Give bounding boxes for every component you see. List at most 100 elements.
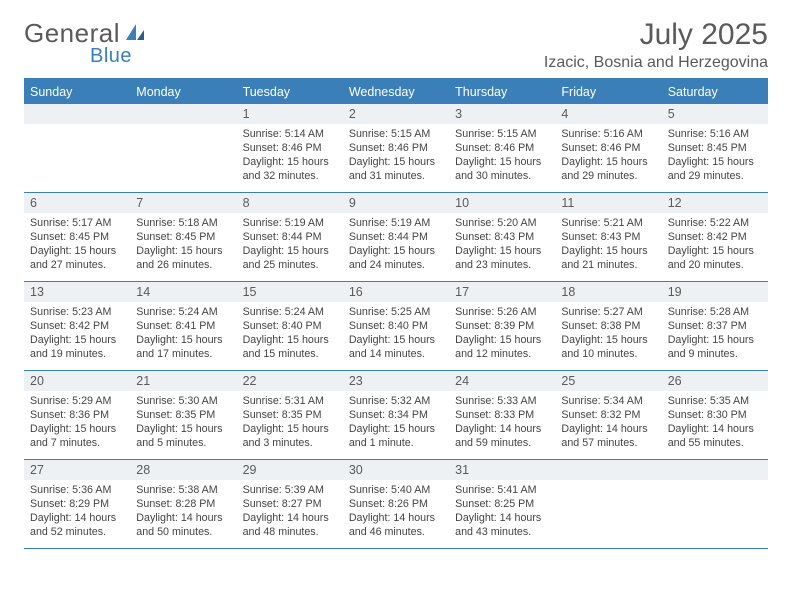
daylight-text: Daylight: 15 hours (561, 333, 655, 347)
daylight-text: and 30 minutes. (455, 169, 549, 183)
sunrise-text: Sunrise: 5:21 AM (561, 216, 655, 230)
sunset-text: Sunset: 8:42 PM (668, 230, 762, 244)
sunrise-text: Sunrise: 5:31 AM (243, 394, 337, 408)
daylight-text: Daylight: 14 hours (561, 422, 655, 436)
day-number: 20 (24, 371, 130, 391)
day-number: 5 (662, 104, 768, 124)
sunset-text: Sunset: 8:46 PM (349, 141, 443, 155)
calendar-cell: 4Sunrise: 5:16 AMSunset: 8:46 PMDaylight… (555, 104, 661, 192)
calendar-cell (662, 460, 768, 548)
day-number: 13 (24, 282, 130, 302)
calendar-body: 1Sunrise: 5:14 AMSunset: 8:46 PMDaylight… (24, 104, 768, 549)
brand-logo: General Blue (24, 18, 190, 49)
daylight-text: Daylight: 15 hours (243, 333, 337, 347)
day-number: 30 (343, 460, 449, 480)
daylight-text: Daylight: 15 hours (349, 422, 443, 436)
day-details: Sunrise: 5:14 AMSunset: 8:46 PMDaylight:… (237, 124, 343, 188)
day-header: Sunday (24, 80, 130, 104)
daylight-text: and 57 minutes. (561, 436, 655, 450)
daylight-text: and 5 minutes. (136, 436, 230, 450)
calendar-cell: 29Sunrise: 5:39 AMSunset: 8:27 PMDayligh… (237, 460, 343, 548)
calendar-cell: 10Sunrise: 5:20 AMSunset: 8:43 PMDayligh… (449, 193, 555, 281)
day-number: 14 (130, 282, 236, 302)
daylight-text: Daylight: 14 hours (30, 511, 124, 525)
calendar-cell: 27Sunrise: 5:36 AMSunset: 8:29 PMDayligh… (24, 460, 130, 548)
daylight-text: and 26 minutes. (136, 258, 230, 272)
calendar-cell: 26Sunrise: 5:35 AMSunset: 8:30 PMDayligh… (662, 371, 768, 459)
sunset-text: Sunset: 8:38 PM (561, 319, 655, 333)
sunset-text: Sunset: 8:40 PM (349, 319, 443, 333)
daylight-text: Daylight: 15 hours (136, 422, 230, 436)
calendar-cell: 21Sunrise: 5:30 AMSunset: 8:35 PMDayligh… (130, 371, 236, 459)
calendar-cell: 8Sunrise: 5:19 AMSunset: 8:44 PMDaylight… (237, 193, 343, 281)
daylight-text: and 9 minutes. (668, 347, 762, 361)
day-details: Sunrise: 5:24 AMSunset: 8:40 PMDaylight:… (237, 302, 343, 366)
sunrise-text: Sunrise: 5:26 AM (455, 305, 549, 319)
day-number: 18 (555, 282, 661, 302)
sunset-text: Sunset: 8:43 PM (455, 230, 549, 244)
sunrise-text: Sunrise: 5:29 AM (30, 394, 124, 408)
daylight-text: and 12 minutes. (455, 347, 549, 361)
daylight-text: and 25 minutes. (243, 258, 337, 272)
sunset-text: Sunset: 8:43 PM (561, 230, 655, 244)
sunrise-text: Sunrise: 5:17 AM (30, 216, 124, 230)
calendar-week: 1Sunrise: 5:14 AMSunset: 8:46 PMDaylight… (24, 104, 768, 193)
sunrise-text: Sunrise: 5:19 AM (243, 216, 337, 230)
daylight-text: Daylight: 15 hours (455, 333, 549, 347)
daylight-text: and 3 minutes. (243, 436, 337, 450)
sunset-text: Sunset: 8:45 PM (136, 230, 230, 244)
sunrise-text: Sunrise: 5:15 AM (349, 127, 443, 141)
sunset-text: Sunset: 8:29 PM (30, 497, 124, 511)
sunrise-text: Sunrise: 5:22 AM (668, 216, 762, 230)
sunrise-text: Sunrise: 5:14 AM (243, 127, 337, 141)
day-number: 31 (449, 460, 555, 480)
sunset-text: Sunset: 8:44 PM (349, 230, 443, 244)
sunset-text: Sunset: 8:36 PM (30, 408, 124, 422)
calendar-cell: 5Sunrise: 5:16 AMSunset: 8:45 PMDaylight… (662, 104, 768, 192)
daylight-text: Daylight: 15 hours (349, 333, 443, 347)
sunset-text: Sunset: 8:25 PM (455, 497, 549, 511)
sunset-text: Sunset: 8:30 PM (668, 408, 762, 422)
day-details: Sunrise: 5:15 AMSunset: 8:46 PMDaylight:… (449, 124, 555, 188)
daylight-text: and 52 minutes. (30, 525, 124, 539)
day-details: Sunrise: 5:32 AMSunset: 8:34 PMDaylight:… (343, 391, 449, 455)
calendar-cell: 13Sunrise: 5:23 AMSunset: 8:42 PMDayligh… (24, 282, 130, 370)
calendar-cell: 3Sunrise: 5:15 AMSunset: 8:46 PMDaylight… (449, 104, 555, 192)
calendar-cell: 11Sunrise: 5:21 AMSunset: 8:43 PMDayligh… (555, 193, 661, 281)
day-details: Sunrise: 5:40 AMSunset: 8:26 PMDaylight:… (343, 480, 449, 544)
day-details: Sunrise: 5:21 AMSunset: 8:43 PMDaylight:… (555, 213, 661, 277)
daylight-text: and 31 minutes. (349, 169, 443, 183)
day-number: 28 (130, 460, 236, 480)
daylight-text: and 59 minutes. (455, 436, 549, 450)
day-number: 10 (449, 193, 555, 213)
day-header: Monday (130, 80, 236, 104)
sunset-text: Sunset: 8:33 PM (455, 408, 549, 422)
day-header: Tuesday (237, 80, 343, 104)
day-number: 24 (449, 371, 555, 391)
daylight-text: Daylight: 14 hours (243, 511, 337, 525)
daylight-text: and 7 minutes. (30, 436, 124, 450)
day-number: 6 (24, 193, 130, 213)
daylight-text: and 32 minutes. (243, 169, 337, 183)
calendar-week: 27Sunrise: 5:36 AMSunset: 8:29 PMDayligh… (24, 460, 768, 549)
calendar-cell: 18Sunrise: 5:27 AMSunset: 8:38 PMDayligh… (555, 282, 661, 370)
daylight-text: Daylight: 15 hours (136, 333, 230, 347)
daylight-text: and 27 minutes. (30, 258, 124, 272)
calendar-cell (24, 104, 130, 192)
sunrise-text: Sunrise: 5:20 AM (455, 216, 549, 230)
day-details: Sunrise: 5:36 AMSunset: 8:29 PMDaylight:… (24, 480, 130, 544)
sunrise-text: Sunrise: 5:16 AM (668, 127, 762, 141)
daylight-text: and 10 minutes. (561, 347, 655, 361)
sunset-text: Sunset: 8:28 PM (136, 497, 230, 511)
calendar-cell: 15Sunrise: 5:24 AMSunset: 8:40 PMDayligh… (237, 282, 343, 370)
day-details: Sunrise: 5:20 AMSunset: 8:43 PMDaylight:… (449, 213, 555, 277)
day-details: Sunrise: 5:22 AMSunset: 8:42 PMDaylight:… (662, 213, 768, 277)
calendar-cell: 7Sunrise: 5:18 AMSunset: 8:45 PMDaylight… (130, 193, 236, 281)
daylight-text: and 24 minutes. (349, 258, 443, 272)
day-number: 4 (555, 104, 661, 124)
daylight-text: Daylight: 15 hours (455, 244, 549, 258)
day-number: 2 (343, 104, 449, 124)
day-header: Thursday (449, 80, 555, 104)
daylight-text: and 21 minutes. (561, 258, 655, 272)
day-details: Sunrise: 5:39 AMSunset: 8:27 PMDaylight:… (237, 480, 343, 544)
